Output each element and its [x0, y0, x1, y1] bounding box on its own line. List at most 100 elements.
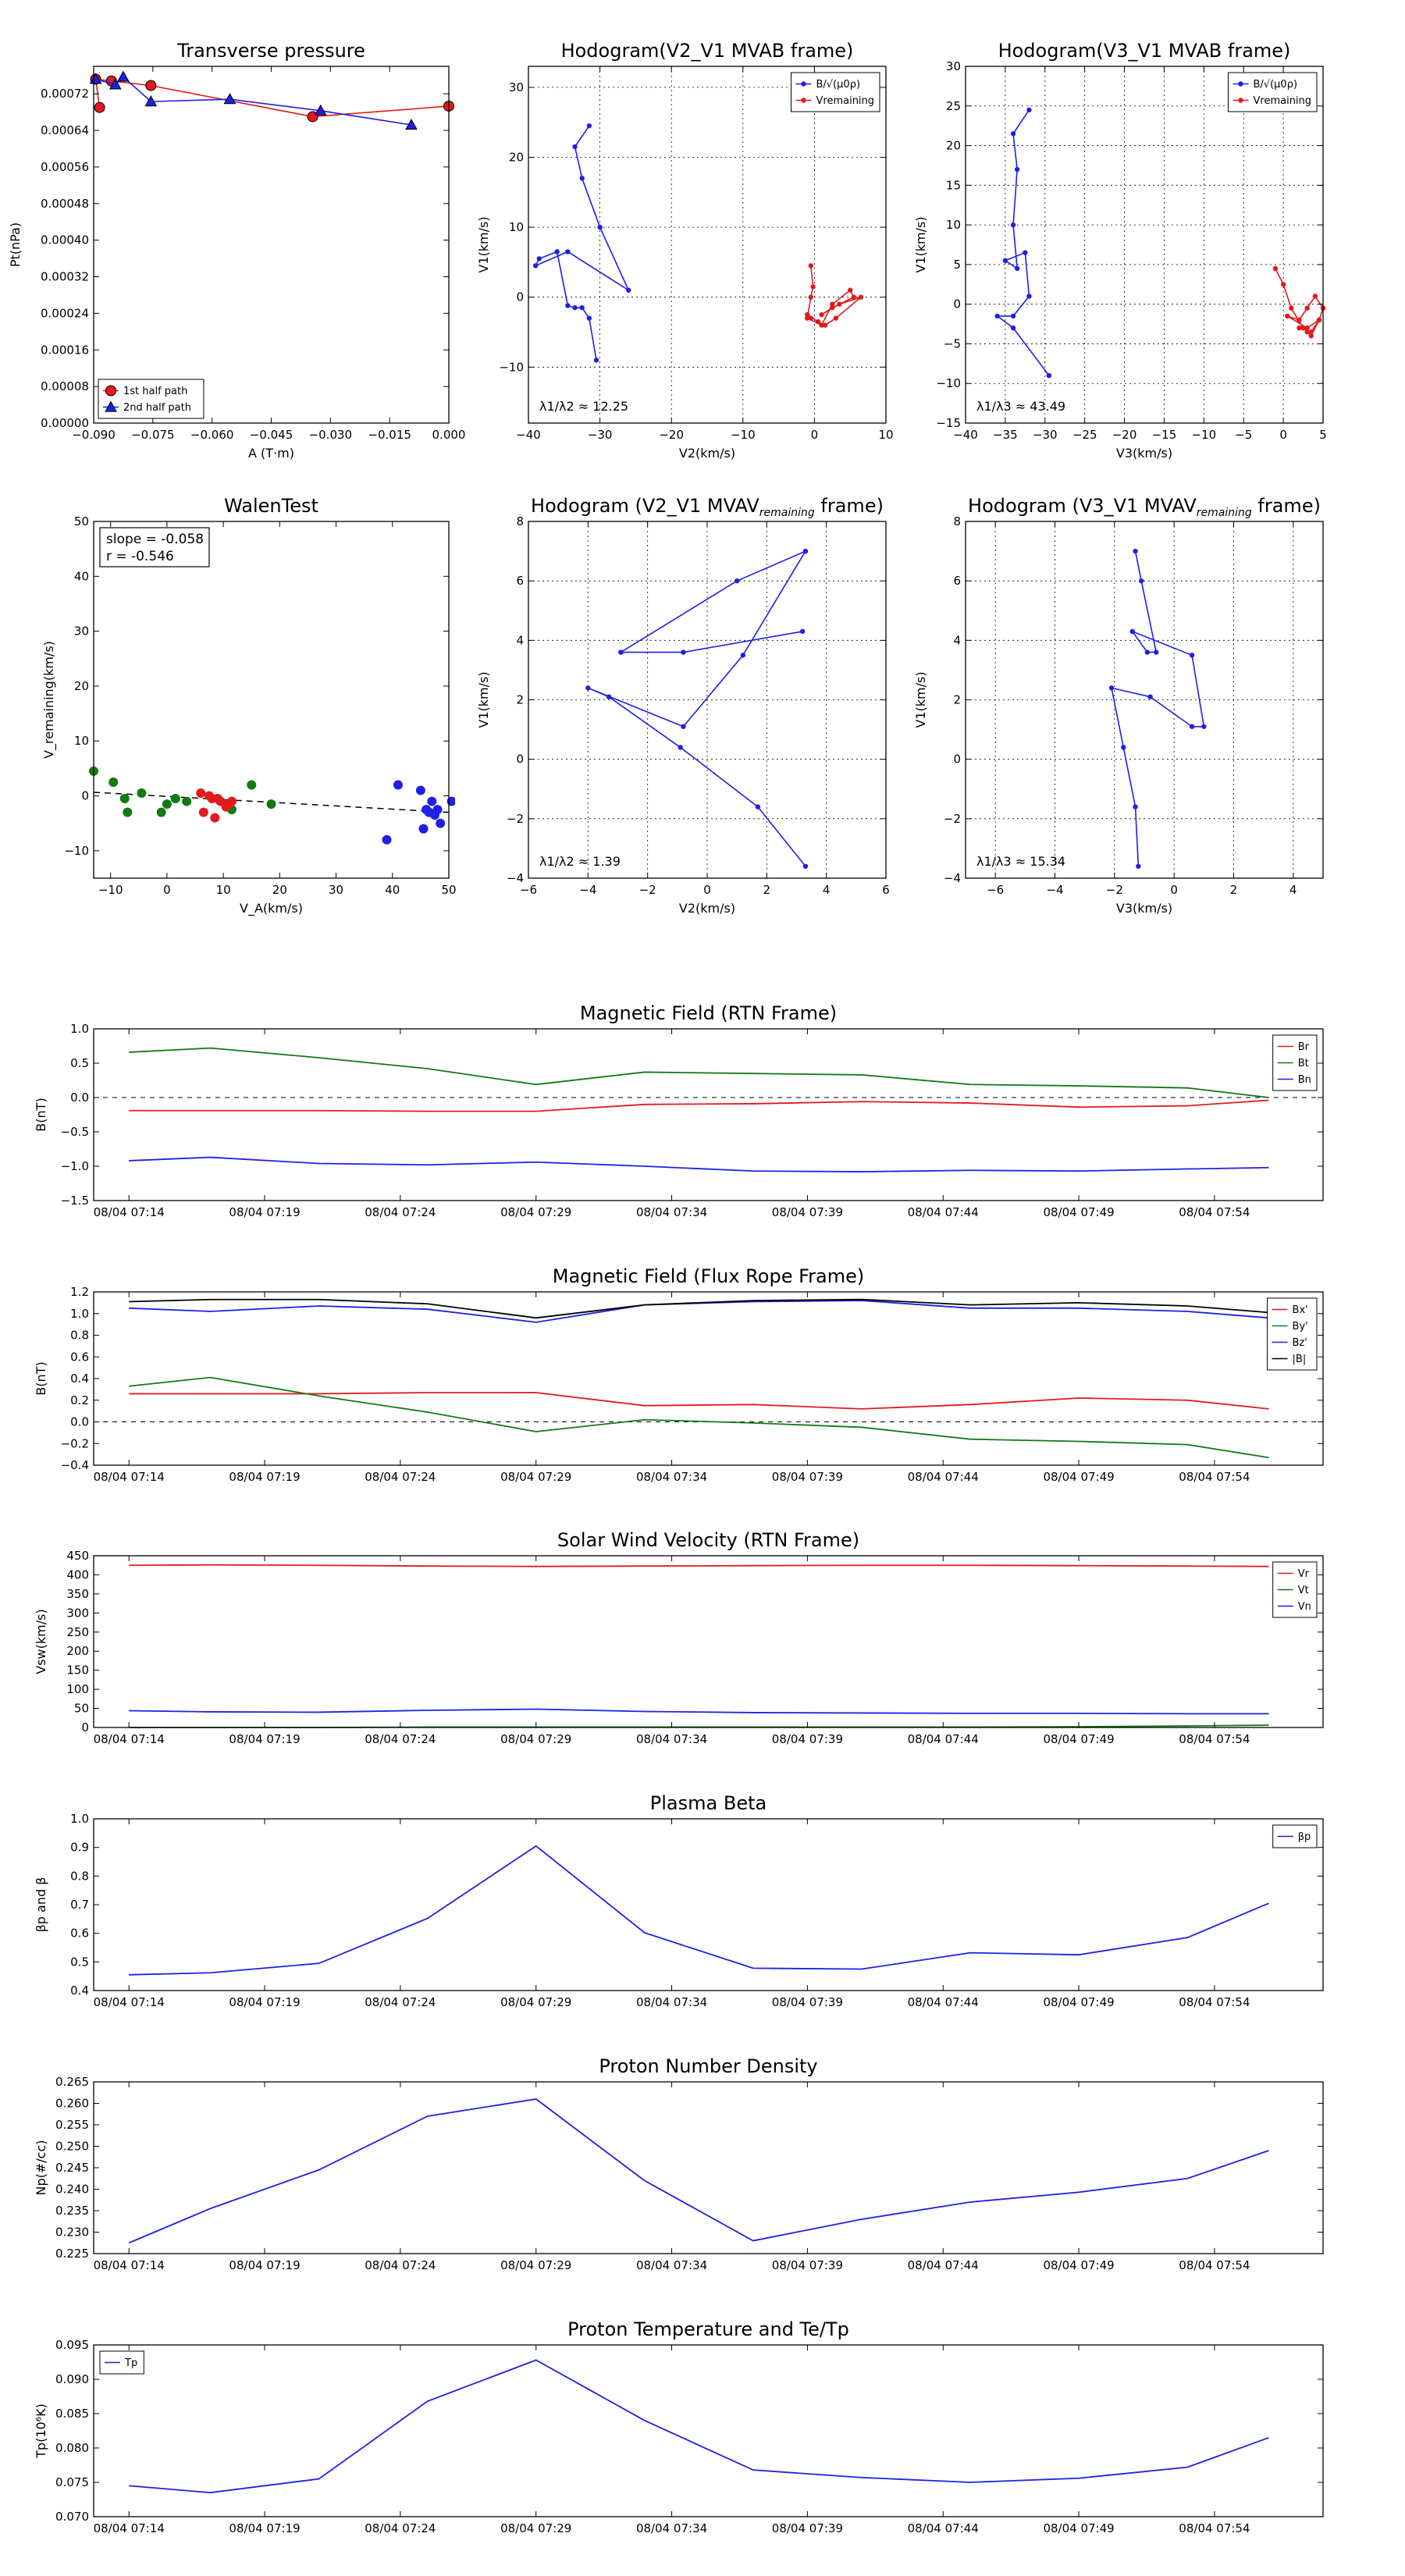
plot-frame [93, 1555, 1324, 1728]
y-tick-label: 8 [516, 514, 524, 528]
chart-title: WalenTest [224, 495, 318, 517]
x-tick-label: 08/04 07:39 [772, 2521, 843, 2535]
x-axis-label: A (T·m) [248, 446, 294, 461]
chart-title: Plasma Beta [650, 1792, 767, 1814]
y-tick-label: 0.085 [55, 2407, 89, 2421]
y-tick-label: −0.4 [61, 1458, 89, 1472]
data-point [182, 796, 192, 806]
x-tick-label: 08/04 07:39 [772, 2258, 843, 2272]
data-point [586, 315, 592, 321]
x-tick-label: 08/04 07:34 [636, 1995, 707, 2009]
x-tick-label: −6 [987, 883, 1004, 897]
y-tick-label: 0.255 [55, 2118, 89, 2132]
y-tick-label: −10 [499, 360, 524, 374]
x-tick-label: 08/04 07:14 [94, 1470, 165, 1484]
annotation-box [99, 527, 210, 568]
chart-title: Proton Number Density [599, 2055, 817, 2077]
legend-marker [801, 81, 806, 87]
data-point [1138, 578, 1144, 584]
data-point [1289, 305, 1294, 311]
plot-frame [93, 2344, 1324, 2517]
y-tick-label: 10 [946, 218, 961, 232]
data-point [1129, 628, 1135, 635]
data-point [1297, 317, 1302, 323]
chart-title: Hodogram(V2_V1 MVAB frame) [561, 40, 854, 62]
y-tick-label: −1.0 [61, 1159, 89, 1173]
data-point [586, 123, 592, 129]
x-tick-label: 08/04 07:49 [1043, 1995, 1114, 2009]
data-point [405, 118, 418, 130]
data-point [810, 284, 816, 290]
x-tick-label: 08/04 07:24 [365, 2258, 436, 2272]
y-tick-label: 0 [953, 753, 961, 767]
x-tick-label: 08/04 07:34 [636, 1205, 707, 1219]
x-tick-label: 08/04 07:34 [636, 2258, 707, 2272]
data-point [196, 788, 206, 799]
data-point [1010, 325, 1016, 331]
data-point [1108, 685, 1115, 691]
series-line-series [128, 2098, 1269, 2244]
data-point [554, 249, 560, 254]
data-point [572, 304, 578, 311]
data-point [1304, 325, 1310, 331]
y-tick-label: 15 [946, 178, 961, 192]
legend: Br Bt Bn [1272, 1034, 1318, 1091]
x-tick-label: −2 [639, 883, 656, 897]
plot-area [585, 548, 809, 869]
series-line-Br [129, 1099, 1269, 1112]
legend-box [1272, 1561, 1318, 1618]
data-point [858, 294, 864, 300]
y-axis-label: Tp(10⁶K) [34, 2403, 48, 2459]
x-tick-label: 0 [1170, 883, 1178, 897]
data-point [808, 263, 814, 269]
x-tick-label: 08/04 07:54 [1179, 2521, 1250, 2535]
x-tick-label: 08/04 07:44 [908, 1995, 979, 2009]
data-point [1304, 305, 1310, 311]
x-tick-label: −10 [1192, 428, 1217, 442]
y-tick-label: 1.0 [70, 1022, 89, 1036]
x-tick-label: −0.045 [250, 428, 293, 442]
x-tick-label: −40 [516, 428, 541, 442]
series-line [995, 109, 1050, 376]
y-axis-label: V1(km/s) [913, 216, 928, 272]
x-tick-label: 10 [878, 428, 893, 442]
legend-label: Bt [1298, 1058, 1309, 1069]
data-point [830, 304, 835, 311]
data-point [565, 303, 571, 308]
annotation-text: λ1/λ2 ≈ 12.25 [539, 399, 628, 414]
x-axis-label: V_A(km/s) [240, 901, 303, 916]
x-tick-label: 08/04 07:14 [94, 2258, 165, 2272]
data-point [597, 224, 603, 230]
data-point [1147, 694, 1153, 699]
plot-frame [93, 2081, 1324, 2254]
data-point [802, 548, 809, 554]
data-point [1010, 313, 1016, 319]
data-point [144, 95, 158, 107]
data-point [755, 804, 761, 809]
y-tick-label: 0.8 [70, 1869, 89, 1883]
y-tick-label: 0.6 [70, 1350, 89, 1364]
y-tick-label: 1.0 [70, 1812, 89, 1826]
data-point [1026, 107, 1032, 113]
y-tick-label: 300 [66, 1606, 89, 1620]
y-tick-label: 0.075 [55, 2475, 89, 2489]
x-tick-label: 08/04 07:19 [229, 2258, 300, 2272]
y-tick-label: 450 [66, 1549, 89, 1563]
y-tick-label: 20 [946, 139, 961, 153]
y-tick-label: 0.00064 [41, 123, 89, 137]
y-axis-label: Vsw(km/s) [34, 1609, 48, 1674]
series-line-Vn [129, 1708, 1269, 1715]
x-tick-label: 08/04 07:19 [229, 1470, 300, 1484]
x-tick-label: 08/04 07:49 [1043, 1470, 1114, 1484]
data-point [819, 311, 824, 318]
x-tick-label: 08/04 07:29 [500, 1470, 571, 1484]
legend-label: Vt [1298, 1585, 1309, 1596]
y-tick-label: 50 [74, 1702, 89, 1716]
x-tick-label: 2 [1230, 883, 1238, 897]
y-tick-label: 0.00016 [41, 343, 89, 357]
chart-h31r: −6 −4 −2 0 2 4 −4 −2 0 2 4 6 8 Hodogram (V3_V1 MVAVre… [913, 495, 1324, 916]
legend-label: |B| [1293, 1354, 1307, 1365]
chart-title: Magnetic Field (RTN Frame) [580, 1002, 837, 1024]
y-tick-label: −2 [507, 812, 524, 826]
